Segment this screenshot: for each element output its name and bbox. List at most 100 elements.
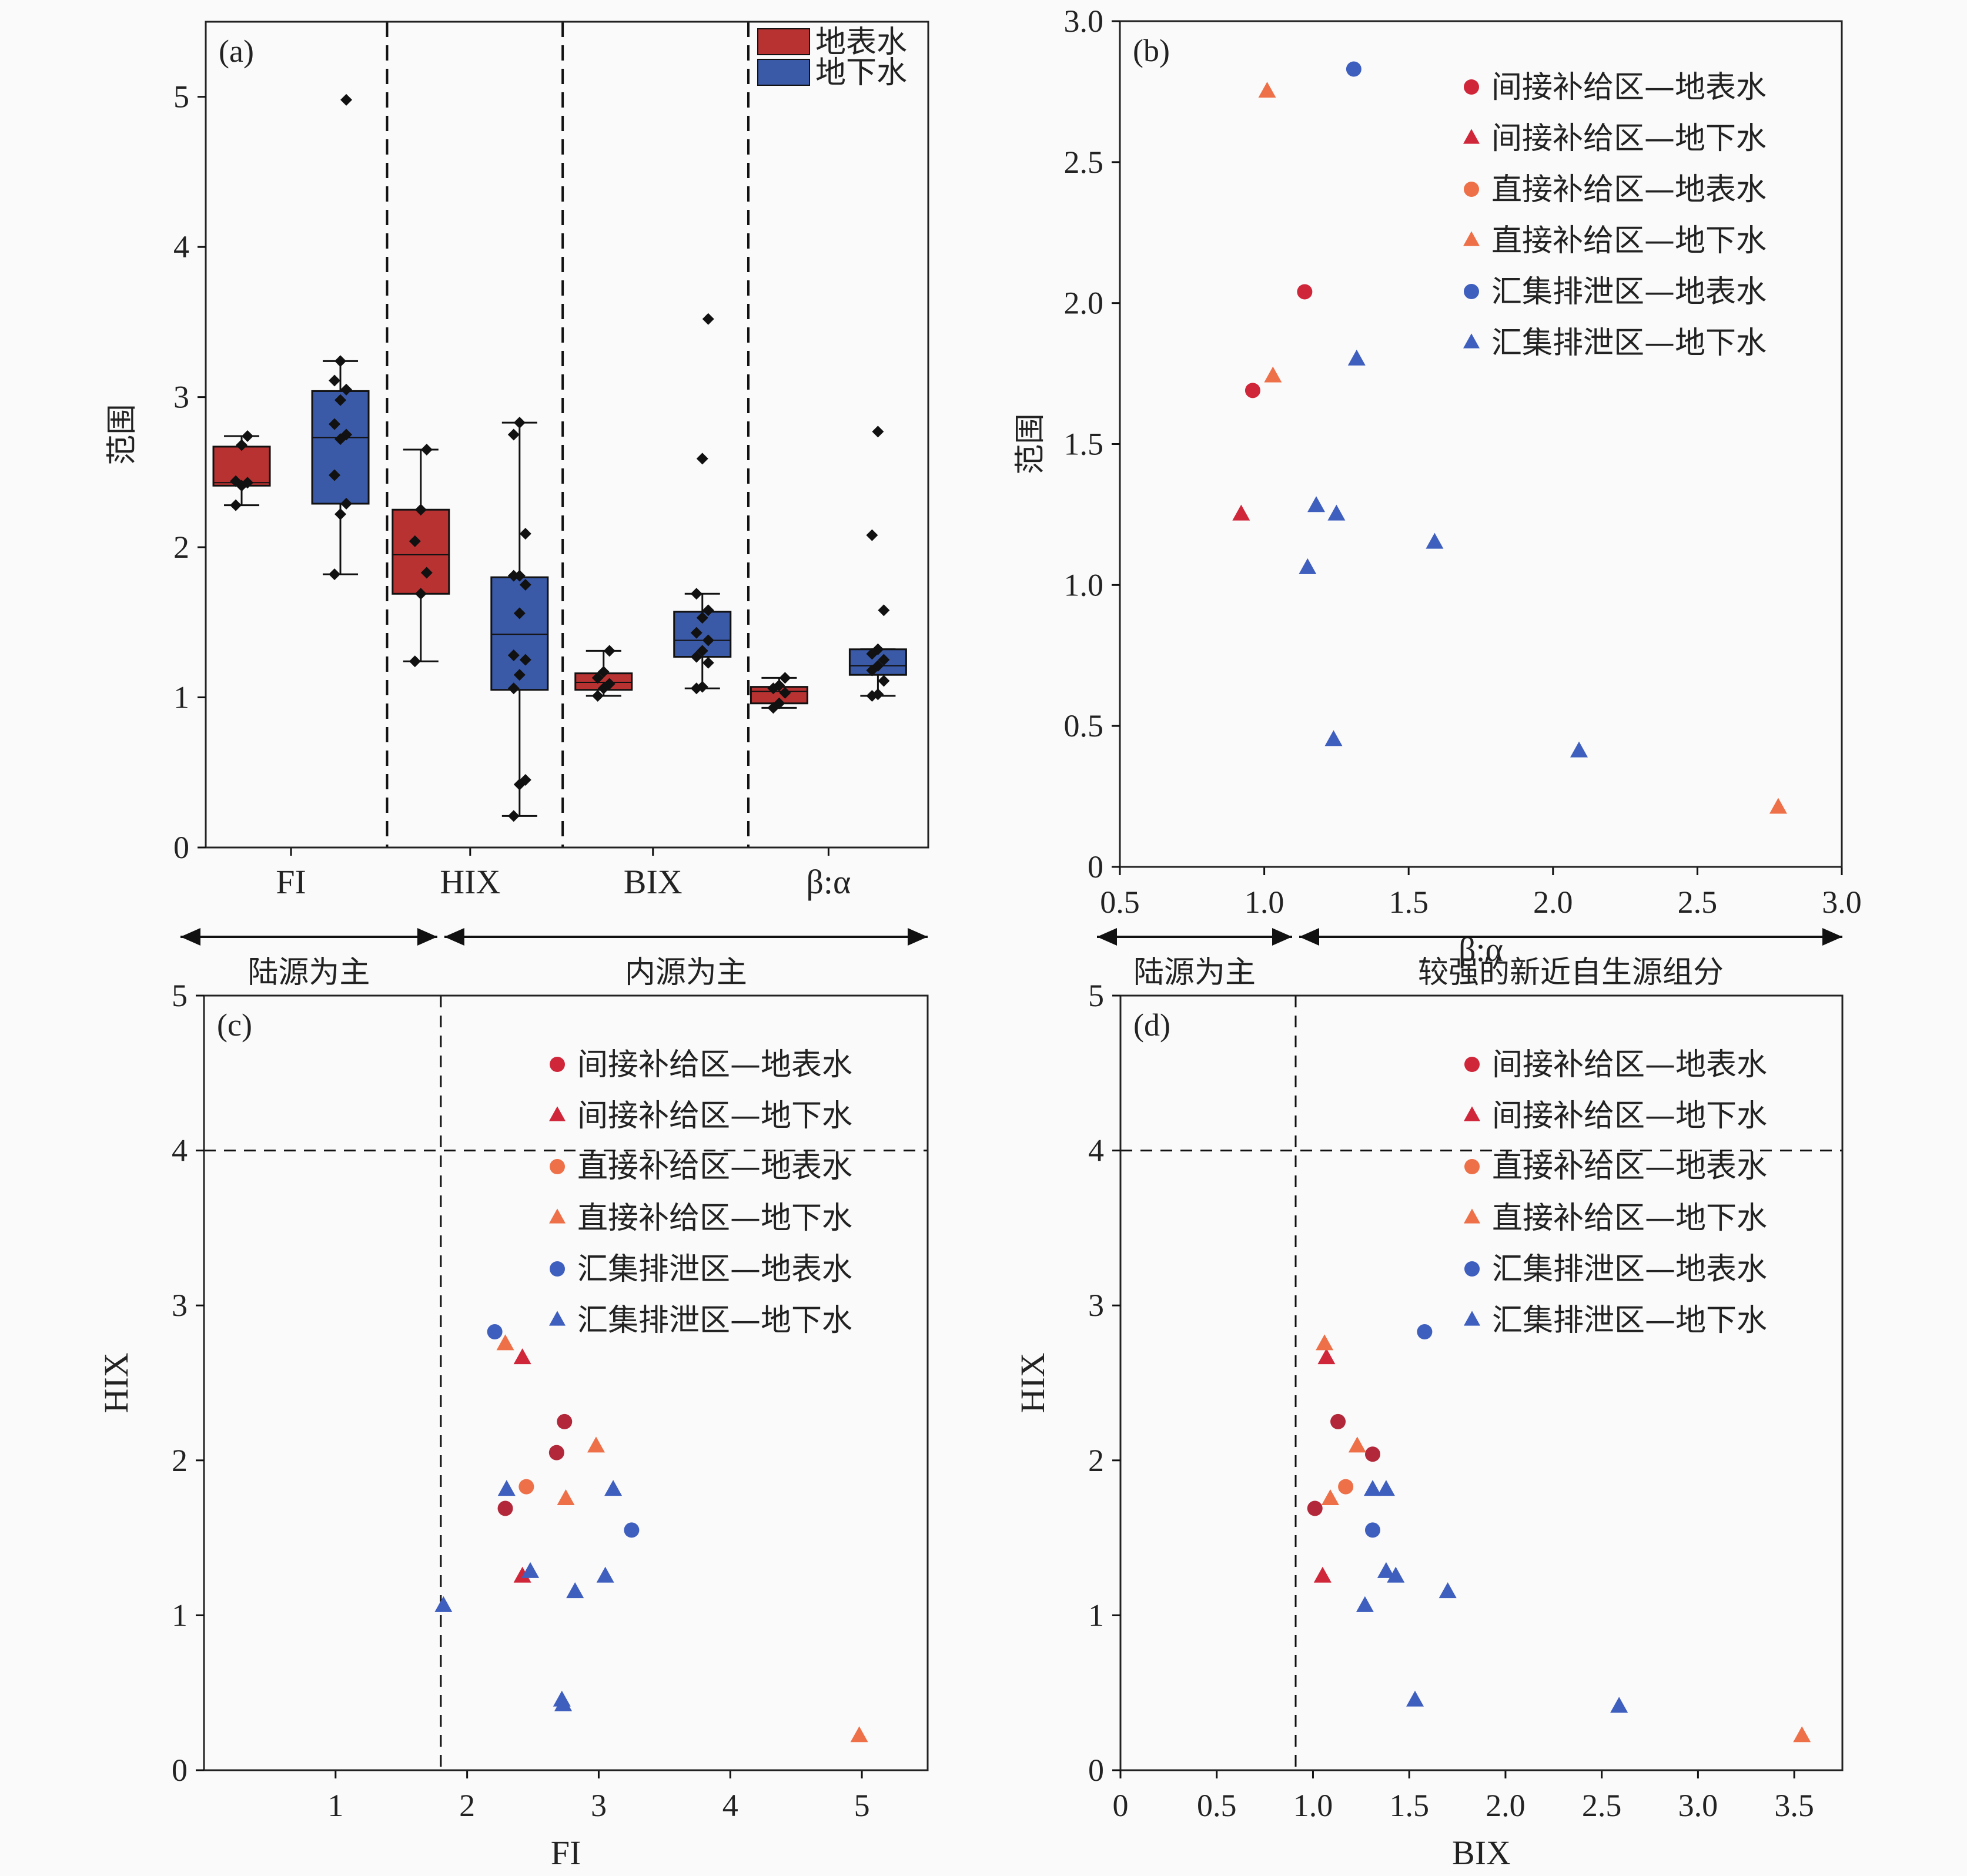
data-point-triangle bbox=[1307, 496, 1326, 512]
legend-marker-circle bbox=[550, 1261, 565, 1277]
region-annotation-label: 内源为主 bbox=[625, 955, 747, 990]
data-point-circle bbox=[624, 1522, 640, 1538]
data-point bbox=[242, 477, 254, 489]
y-tick-label: 0 bbox=[173, 830, 189, 865]
data-point bbox=[878, 604, 890, 617]
legend-swatch bbox=[757, 59, 810, 86]
data-point-triangle bbox=[557, 1489, 575, 1505]
data-point bbox=[513, 669, 526, 681]
data-point bbox=[702, 604, 714, 617]
panel-d: 陆源为主 较强的新近自生源组分 0 0.5 1.0 1.5 2.0 2.5 3.0 3.5 BIX 间… bbox=[1013, 928, 1844, 1872]
legend-label: 间接补给区—地表水 bbox=[1491, 70, 1767, 105]
data-point-circle bbox=[1297, 284, 1313, 300]
x-tick-label: 2.5 bbox=[1678, 885, 1718, 920]
data-point-triangle bbox=[1793, 1726, 1811, 1743]
data-point-circle bbox=[1364, 1522, 1380, 1538]
data-point-triangle bbox=[521, 1562, 540, 1578]
y-tick-label: 0 bbox=[1088, 849, 1103, 885]
y-tick-label: 1 bbox=[1088, 1597, 1104, 1633]
y-tick-label: 5 bbox=[173, 79, 189, 115]
data-point bbox=[414, 588, 427, 600]
arrow-left-icon bbox=[444, 928, 464, 946]
data-point bbox=[414, 504, 427, 516]
data-point bbox=[696, 612, 708, 624]
box-surface-1 bbox=[392, 444, 450, 668]
data-point bbox=[773, 679, 785, 692]
legend-marker-circle bbox=[1464, 182, 1479, 197]
legend-label: 汇集排泄区—地下水 bbox=[1492, 1303, 1767, 1338]
y-tick-label: 3 bbox=[173, 380, 189, 415]
y-tick-label: 2 bbox=[173, 530, 189, 565]
data-point bbox=[340, 498, 353, 510]
data-point bbox=[878, 675, 890, 687]
box-ground-1 bbox=[490, 417, 549, 822]
data-point bbox=[230, 475, 242, 487]
data-point-triangle bbox=[1387, 1566, 1405, 1583]
data-point-circle bbox=[1417, 1324, 1433, 1340]
box-ground-3 bbox=[848, 426, 907, 702]
x-tick-label: 2.5 bbox=[1582, 1788, 1622, 1823]
region-annotation-label: 陆源为主 bbox=[247, 955, 370, 990]
box-iqr bbox=[311, 390, 370, 505]
data-point bbox=[334, 508, 347, 520]
data-point bbox=[420, 567, 433, 579]
data-point bbox=[866, 529, 878, 541]
data-point bbox=[334, 394, 347, 406]
y-tick-label: 3 bbox=[1088, 1288, 1104, 1323]
data-point bbox=[513, 417, 526, 429]
data-point bbox=[696, 645, 708, 657]
box-surface-0 bbox=[212, 430, 271, 511]
legend-marker-circle bbox=[1464, 1057, 1480, 1072]
y-tick-label: 1.0 bbox=[1064, 567, 1104, 602]
legend-label: 间接补给区—地表水 bbox=[577, 1047, 852, 1083]
data-point bbox=[340, 93, 353, 106]
y-tick-label: 3.0 bbox=[1064, 4, 1104, 39]
panel-c: 陆源为主 内源为主 1 2 3 4 5 FI 间接补给区—地表水间接补给区—地下水直接补给区—地… bbox=[97, 928, 929, 1872]
x-tick-label: 2 bbox=[459, 1788, 475, 1823]
data-point-triangle bbox=[1313, 1566, 1332, 1583]
arrow-right-icon bbox=[1822, 928, 1842, 946]
data-point bbox=[690, 588, 702, 600]
y-axis-title: 范围 bbox=[1013, 413, 1048, 474]
legend-label: 间接补给区—地下水 bbox=[1491, 121, 1767, 156]
data-point-triangle bbox=[1324, 730, 1343, 746]
legend-marker-triangle bbox=[1463, 231, 1480, 246]
legend-marker-triangle bbox=[549, 1311, 566, 1326]
data-point-triangle bbox=[1426, 532, 1444, 549]
data-point bbox=[690, 627, 702, 639]
legend-label: 汇集排泄区—地表水 bbox=[577, 1252, 852, 1287]
box-iqr bbox=[212, 445, 271, 487]
y-tick-label: 0 bbox=[1088, 1753, 1104, 1788]
data-point-triangle bbox=[1377, 1480, 1395, 1496]
arrow-left-icon bbox=[180, 928, 200, 946]
y-tick-label: 2.0 bbox=[1064, 286, 1104, 321]
data-point-triangle bbox=[1347, 349, 1366, 366]
data-point bbox=[591, 689, 604, 702]
data-point-circle bbox=[497, 1500, 513, 1516]
x-tick-label: HIX bbox=[440, 863, 500, 901]
data-point bbox=[696, 453, 708, 465]
data-point-triangle bbox=[1317, 1348, 1336, 1365]
data-point bbox=[329, 568, 341, 581]
legend-marker-triangle bbox=[1463, 333, 1480, 349]
data-point-triangle bbox=[1570, 741, 1588, 758]
legend-marker-circle bbox=[550, 1057, 565, 1072]
y-tick-label: 0.5 bbox=[1064, 708, 1104, 743]
plot-frame bbox=[203, 994, 929, 1771]
data-point bbox=[329, 469, 341, 481]
data-point-triangle bbox=[1610, 1697, 1628, 1713]
legend-label: 直接补给区—地表水 bbox=[1491, 172, 1767, 207]
data-point bbox=[519, 528, 531, 540]
x-tick-label: 3.5 bbox=[1774, 1788, 1814, 1823]
data-point-circle bbox=[1338, 1479, 1354, 1495]
x-tick-label: 1.0 bbox=[1293, 1788, 1333, 1823]
data-point-triangle bbox=[1264, 366, 1282, 383]
data-point-circle bbox=[1307, 1500, 1323, 1516]
data-point-circle bbox=[1330, 1413, 1346, 1429]
x-tick-label: 3.0 bbox=[1822, 885, 1862, 920]
panel-label: (b) bbox=[1133, 33, 1170, 68]
data-point-circle bbox=[518, 1479, 534, 1495]
data-point bbox=[603, 678, 615, 690]
data-point-triangle bbox=[513, 1566, 531, 1583]
data-point-triangle bbox=[1327, 504, 1346, 521]
